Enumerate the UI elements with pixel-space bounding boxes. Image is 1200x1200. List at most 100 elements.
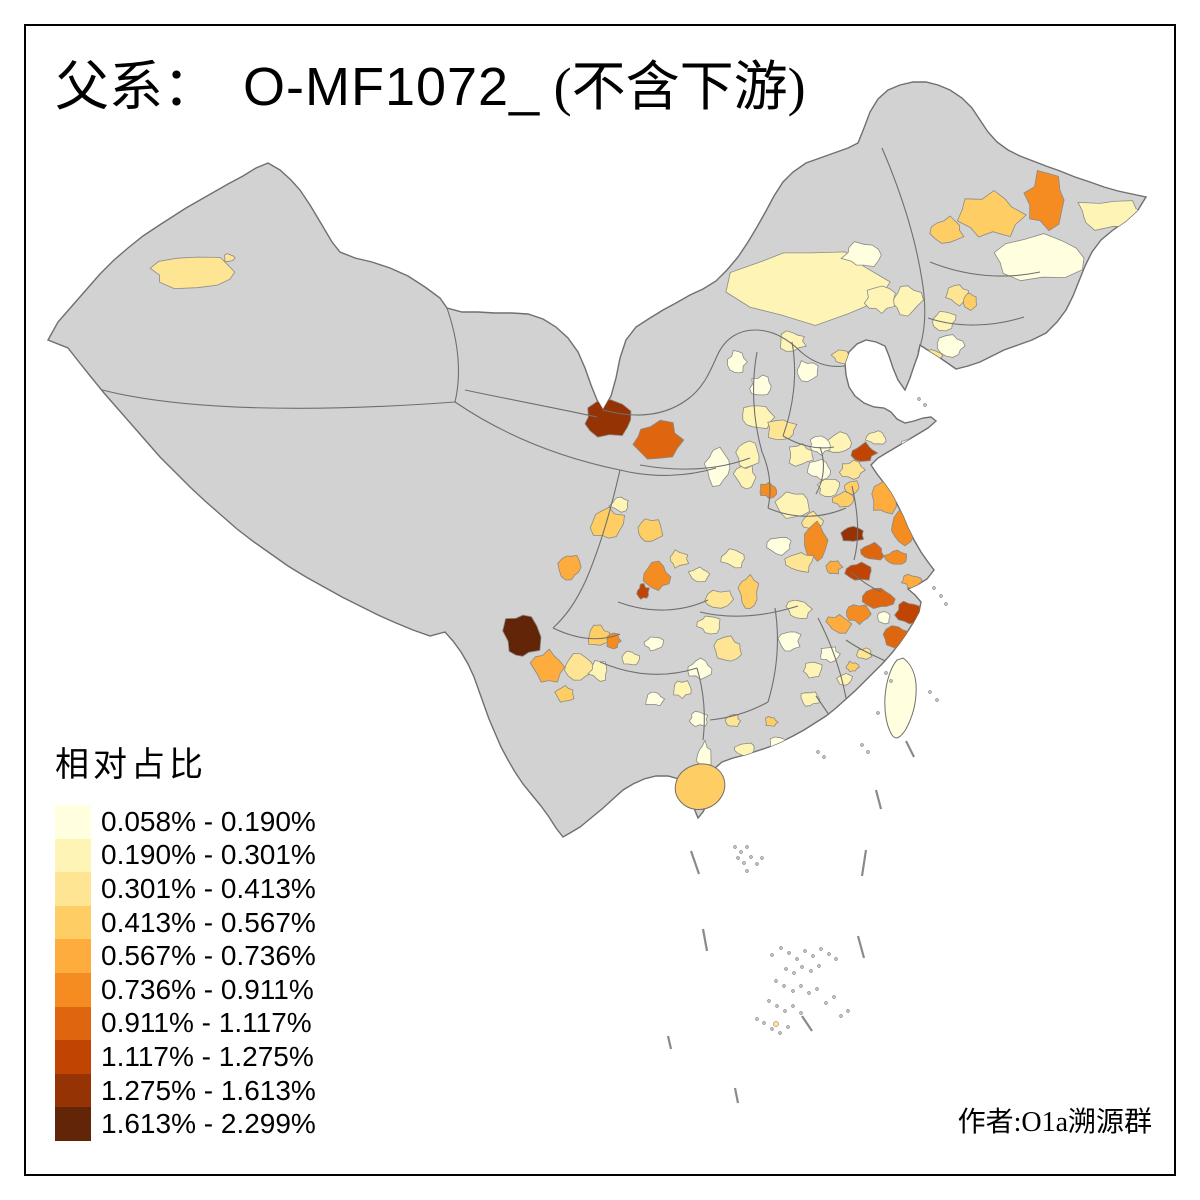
islet-dot	[811, 954, 815, 958]
prefecture-region	[861, 587, 896, 610]
islet-dot	[779, 946, 783, 950]
prefecture-region	[726, 349, 748, 374]
islet-dot	[876, 711, 880, 715]
islet-dot	[782, 984, 786, 988]
prefecture-region	[637, 518, 664, 542]
prefecture-region	[223, 253, 236, 263]
prefecture-region	[749, 374, 772, 396]
sea-boundary-dash	[666, 1035, 673, 1050]
prefecture-region	[759, 481, 778, 500]
prefecture-region	[687, 657, 713, 680]
legend-row: 1.613% - 2.299%	[55, 1107, 316, 1141]
nine-dash-line	[666, 740, 915, 1104]
prefecture-region	[856, 647, 873, 660]
prefecture-region	[696, 615, 721, 635]
prefecture-region	[587, 660, 608, 682]
plot-frame	[24, 24, 1176, 1176]
prefecture-region	[809, 435, 831, 456]
sea-boundary-dash	[689, 850, 701, 875]
islet-dot	[889, 679, 893, 683]
islet-dot	[935, 698, 939, 702]
title-suffix: (不含下游)	[553, 57, 806, 117]
islet-dot	[787, 951, 791, 955]
islet-dot	[917, 397, 921, 401]
prefecture-region	[777, 631, 802, 652]
islet-dot	[803, 949, 807, 953]
prefecture-region	[864, 430, 887, 445]
islet-dot	[755, 1017, 759, 1021]
legend-range-label: 0.736% - 0.911%	[101, 973, 314, 1005]
islet-dot	[774, 979, 778, 983]
legend-swatch	[55, 872, 91, 906]
islet-dot	[932, 586, 936, 590]
islet-dot	[760, 856, 764, 860]
hainan-island	[674, 763, 726, 810]
legend-swatch	[55, 1107, 91, 1141]
legend-range-label: 1.613% - 2.299%	[101, 1108, 316, 1140]
prefecture-region	[632, 419, 685, 460]
islet-dot	[834, 957, 838, 961]
islet-dot	[815, 987, 819, 991]
islet-dot	[928, 690, 932, 694]
prefecture-region	[587, 624, 611, 646]
prefecture-region	[850, 441, 879, 462]
legend-swatch	[55, 1006, 91, 1041]
sea-boundary-dash	[860, 849, 868, 877]
legend-range-label: 0.058% - 0.190%	[101, 805, 316, 837]
islet-dot	[791, 989, 795, 993]
prefecture-region	[742, 405, 776, 430]
islet-dot	[832, 995, 836, 999]
islet-dot	[749, 855, 753, 859]
islet-dot	[939, 594, 943, 598]
legend-row: 0.058% - 0.190%	[55, 805, 316, 839]
prefecture-region	[802, 661, 823, 679]
prefecture-regions-layer	[149, 169, 1145, 776]
prefecture-region	[779, 330, 807, 352]
islet-dot	[783, 1009, 787, 1013]
islet-dot	[792, 971, 796, 975]
prefecture-region	[642, 560, 672, 591]
islet-dot	[809, 969, 813, 973]
islet-dot	[839, 1014, 843, 1018]
islet-dot	[784, 967, 788, 971]
legend-row: 0.413% - 0.567%	[55, 905, 316, 940]
legend-row: 0.301% - 0.413%	[55, 872, 316, 906]
prefecture-region	[863, 285, 896, 315]
title-prefix: 父系：	[55, 57, 217, 117]
prefecture-region	[713, 635, 742, 662]
prefecture-region	[149, 256, 236, 290]
prefecture-region	[800, 691, 821, 707]
islet-dot	[944, 602, 948, 606]
prefecture-region	[788, 443, 814, 467]
prefecture-region	[993, 233, 1085, 282]
islet-dot	[775, 1004, 779, 1008]
prefecture-region	[845, 660, 861, 673]
prefecture-region	[844, 561, 872, 581]
islet-dot	[807, 991, 811, 995]
islet-dot	[824, 1001, 828, 1005]
prefecture-region	[825, 613, 853, 634]
islet-dot	[786, 1025, 790, 1029]
prefecture-region	[1023, 169, 1065, 232]
prefecture-region	[882, 549, 907, 565]
legend-swatch	[55, 972, 91, 1007]
sea-boundary-dash	[733, 1087, 740, 1104]
islet-dot	[791, 1004, 795, 1008]
islet-dot	[778, 1031, 782, 1035]
prefecture-region	[962, 292, 978, 311]
prefecture-region	[557, 554, 582, 581]
legend-swatch	[55, 838, 91, 873]
islet-dot	[745, 845, 749, 849]
islet-dot	[733, 845, 737, 849]
islet-dot	[846, 1009, 850, 1013]
taiwan-island	[884, 657, 917, 739]
prefecture-region	[944, 284, 969, 307]
prefecture-region	[840, 241, 882, 268]
prefecture-region	[784, 552, 815, 573]
islet-dot	[799, 1011, 803, 1015]
islet-dot	[770, 953, 774, 957]
legend-row: 0.736% - 0.911%	[55, 972, 316, 1007]
islet-dot	[817, 964, 821, 968]
prefecture-region	[929, 215, 965, 244]
